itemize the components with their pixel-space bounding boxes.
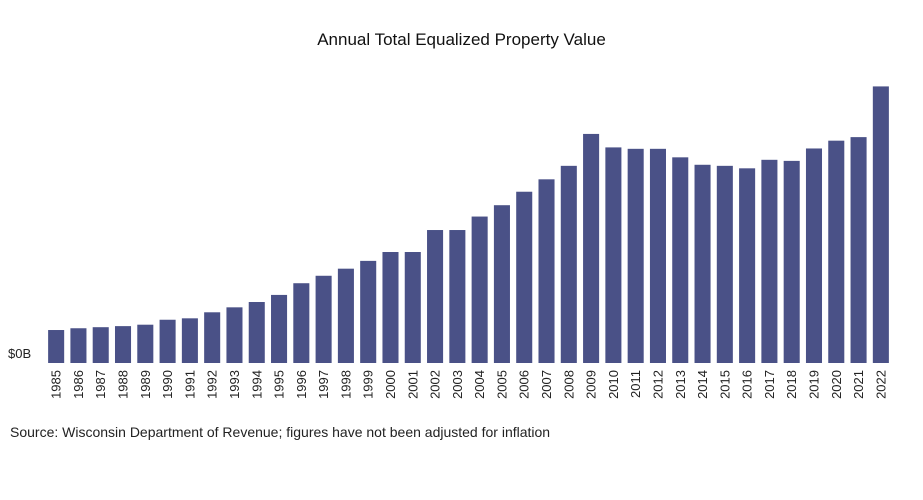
bar-2015	[716, 165, 733, 363]
bar-2010	[605, 147, 622, 363]
x-tick-label: 2012	[650, 370, 665, 399]
bar-1987	[92, 327, 109, 363]
bar-2012	[649, 148, 666, 363]
x-tick-label: 2004	[472, 370, 487, 399]
bar-1986	[70, 328, 87, 363]
bar-1992	[204, 312, 221, 363]
x-tick-label: 1992	[205, 370, 220, 399]
x-tick-label: 1990	[160, 370, 175, 399]
bar-2003	[449, 230, 466, 363]
bar-2006	[516, 191, 533, 363]
y-tick-label: $0B	[8, 346, 31, 361]
bar-2021	[850, 137, 867, 363]
bar-2013	[672, 157, 689, 363]
bar-2001	[404, 252, 421, 363]
x-tick-label: 2019	[806, 370, 821, 399]
x-tick-label: 1994	[249, 370, 264, 399]
bar-1995	[271, 294, 288, 363]
bar-2000	[382, 252, 399, 363]
bar-2004	[471, 216, 488, 363]
bar-1990	[159, 319, 176, 363]
bar-1991	[181, 318, 198, 363]
bar-1996	[293, 283, 310, 363]
source-note: Source: Wisconsin Department of Revenue;…	[10, 424, 551, 440]
bar-1993	[226, 307, 243, 363]
bar-1994	[248, 302, 265, 363]
x-tick-label: 1991	[182, 370, 197, 399]
bar-1988	[114, 326, 132, 363]
x-tick-label: 2013	[673, 370, 688, 399]
x-tick-label: 2010	[606, 370, 621, 399]
x-tick-label: 1985	[49, 370, 64, 399]
x-tick-label: 1989	[138, 370, 153, 399]
x-tick-label: 2021	[851, 370, 866, 399]
x-tick-label: 1993	[227, 370, 242, 399]
x-tick-label: 2007	[539, 370, 554, 399]
bar-2011	[627, 148, 644, 363]
x-tick-label: 2001	[405, 370, 420, 399]
x-tick-label: 2011	[628, 370, 643, 398]
bar-1997	[315, 275, 332, 363]
x-tick-label: 2014	[695, 370, 710, 399]
bar-2008	[560, 165, 577, 363]
x-tick-label: 1987	[93, 370, 108, 399]
bar-2007	[538, 179, 555, 363]
bar-1998	[337, 268, 354, 363]
x-tick-label: 2022	[873, 370, 888, 399]
chart-title: Annual Total Equalized Property Value	[317, 30, 606, 49]
bar-1985	[48, 330, 65, 363]
x-tick-label: 2006	[517, 370, 532, 399]
x-tick-label: 1995	[272, 370, 287, 399]
bar-2018	[783, 160, 800, 363]
x-tick-label: 1986	[71, 370, 86, 399]
x-tick-label: 2015	[717, 370, 732, 399]
x-tick-label: 2005	[494, 370, 509, 399]
x-tick-label: 1999	[361, 370, 376, 399]
x-tick-label: 1998	[338, 370, 353, 399]
x-tick-label: 2002	[428, 370, 443, 399]
bar-1999	[360, 260, 377, 363]
x-tick-label: 2003	[450, 370, 465, 399]
x-tick-label: 2020	[829, 370, 844, 399]
x-tick-label: 1997	[316, 370, 331, 399]
x-tick-label: 2016	[740, 370, 755, 399]
bar-2002	[427, 230, 444, 363]
x-tick-label: 1988	[116, 370, 131, 399]
bar-2022	[872, 86, 889, 363]
bar-2019	[805, 148, 823, 363]
x-tick-label: 2000	[383, 370, 398, 399]
bar-chart: $0B 1985 1986 1987 1988 1989 1990 1991 1992 1993 1…	[8, 86, 889, 399]
bar-2009	[583, 133, 600, 363]
bar-2005	[493, 205, 510, 363]
bar-2020	[828, 140, 845, 363]
x-tick-label: 2017	[762, 370, 777, 399]
x-tick-label: 1996	[294, 370, 309, 399]
bar-2014	[694, 164, 711, 363]
bar-2017	[761, 159, 778, 363]
x-tick-label: 2009	[584, 370, 599, 399]
bar-2016	[739, 168, 756, 363]
x-tick-label: 2018	[784, 370, 799, 399]
bar-1989	[137, 324, 154, 363]
x-tick-label: 2008	[561, 370, 576, 399]
